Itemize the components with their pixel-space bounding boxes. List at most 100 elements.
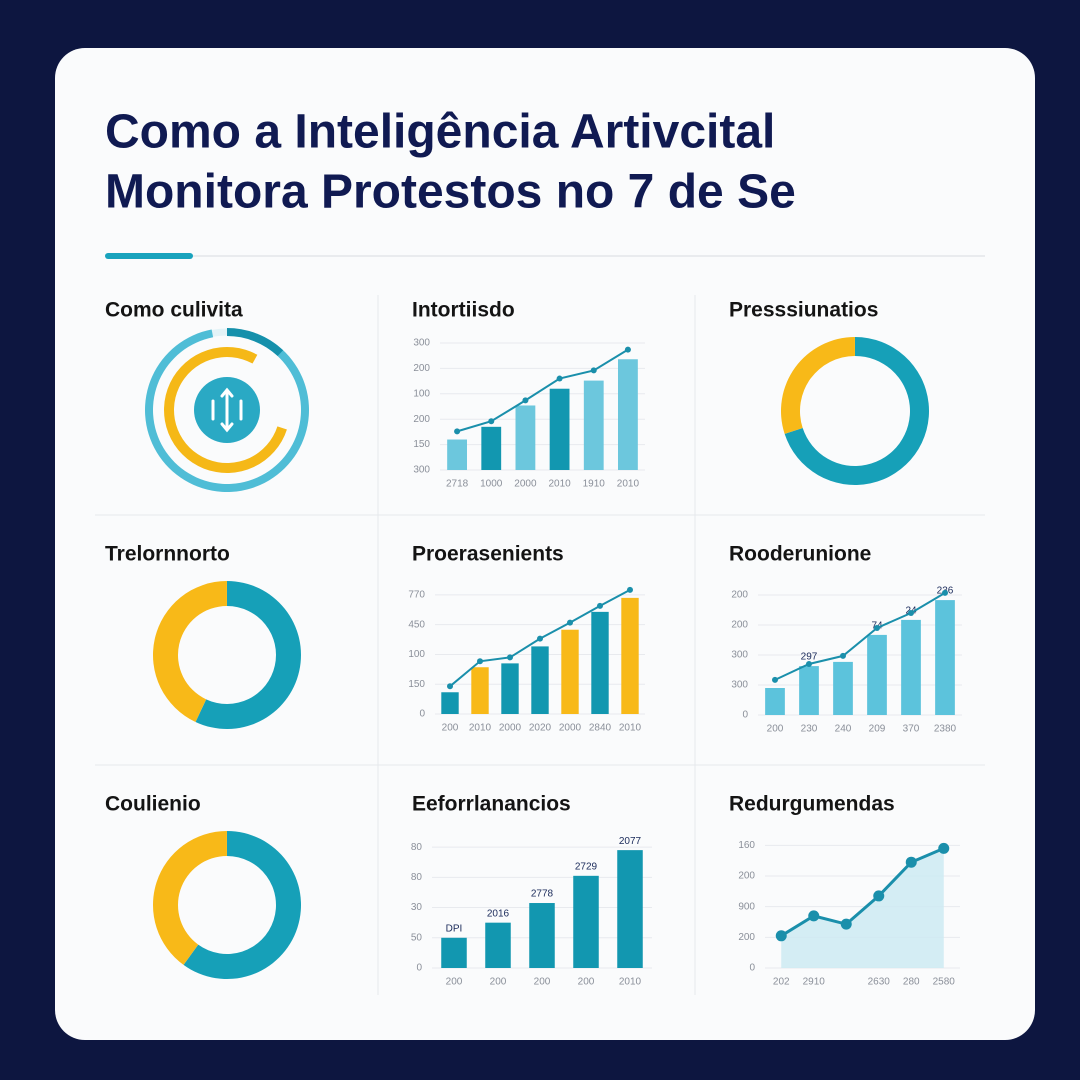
y-tick-label: 0	[416, 963, 422, 974]
bar	[441, 692, 459, 714]
x-tick-label: 2000	[499, 723, 522, 734]
bar	[935, 600, 955, 715]
y-tick-label: 100	[408, 649, 425, 660]
point	[908, 610, 914, 616]
bar	[573, 875, 599, 968]
point	[772, 676, 778, 683]
x-tick-label: 200	[578, 977, 595, 988]
y-tick-label: 100	[413, 388, 430, 399]
point	[942, 589, 948, 596]
card	[55, 48, 1035, 1040]
bar	[833, 661, 853, 715]
bar	[447, 439, 467, 470]
point	[873, 890, 885, 902]
x-tick-label: 200	[446, 977, 463, 988]
title-line: Como a Inteligência Artivcital	[105, 106, 775, 159]
point	[938, 842, 950, 854]
bar	[441, 937, 467, 968]
y-tick-label: 200	[738, 871, 755, 882]
x-tick-label: 230	[801, 724, 818, 735]
bar	[867, 634, 887, 715]
point	[477, 658, 483, 665]
point	[590, 367, 597, 374]
bar	[515, 405, 536, 470]
point	[567, 619, 573, 626]
panel-title: Coulienio	[105, 793, 201, 816]
y-tick-label: 160	[738, 840, 755, 851]
line	[456, 348, 629, 433]
bar	[621, 597, 639, 714]
x-tick-label: 2000	[514, 479, 537, 490]
x-tick-label: 2000	[559, 723, 582, 734]
point	[447, 683, 453, 690]
y-tick-label: 0	[742, 710, 748, 721]
y-tick-label: 80	[411, 872, 423, 883]
bar	[617, 850, 643, 968]
y-tick-label: 150	[413, 439, 430, 450]
bar	[618, 359, 638, 470]
point	[556, 375, 563, 382]
x-tick-label: 280	[903, 977, 920, 988]
value-label: 2778	[531, 889, 554, 900]
point	[507, 654, 513, 661]
x-tick-label: 2580	[933, 977, 956, 988]
panel-title: Proerasenients	[412, 543, 564, 566]
bar	[481, 426, 502, 470]
x-tick-label: 200	[442, 723, 459, 734]
donut-segment	[152, 581, 227, 722]
title-line: Monitora Protestos no 7 de Se	[105, 166, 796, 219]
y-tick-label: 200	[413, 414, 430, 425]
panel-title: Presssiunatios	[729, 299, 878, 322]
point	[775, 930, 787, 942]
panel-title: Redurgumendas	[729, 793, 895, 816]
point	[806, 661, 812, 667]
x-tick-label: 2020	[529, 723, 552, 734]
y-tick-label: 770	[408, 590, 425, 601]
y-tick-label: 80	[411, 842, 423, 853]
value-label: 2016	[487, 908, 510, 919]
x-tick-label: 2010	[469, 723, 492, 734]
y-tick-label: 900	[738, 901, 755, 912]
line	[780, 847, 945, 938]
donut-segment	[195, 581, 301, 729]
value-label: 2077	[619, 836, 642, 847]
panel-title: Eeforrlanancios	[412, 793, 571, 816]
point	[537, 635, 543, 642]
bar	[799, 666, 819, 715]
line	[774, 592, 946, 681]
x-tick-label: 209	[869, 724, 886, 735]
y-tick-label: 0	[419, 709, 425, 720]
bar	[471, 667, 489, 714]
y-tick-label: 0	[749, 963, 755, 974]
y-tick-label: 200	[731, 590, 748, 601]
bar	[561, 629, 579, 714]
x-tick-label: 202	[773, 977, 790, 988]
y-tick-label: 200	[738, 932, 755, 943]
point	[597, 602, 603, 609]
bar	[765, 688, 785, 715]
x-tick-label: 200	[490, 977, 507, 988]
panel-title: Rooderunione	[729, 543, 871, 566]
y-tick-label: 200	[413, 363, 430, 374]
bar	[583, 380, 604, 470]
point	[488, 418, 495, 425]
y-tick-label: 200	[731, 620, 748, 631]
y-tick-label: 30	[411, 902, 423, 913]
value-label: DPI	[446, 923, 463, 934]
x-tick-label: 2718	[446, 479, 469, 490]
point	[874, 625, 880, 631]
x-tick-label: 1000	[480, 479, 503, 490]
x-tick-label: 2840	[589, 723, 612, 734]
y-tick-label: 300	[731, 650, 748, 661]
x-tick-label: 240	[835, 724, 852, 735]
donut-segment	[780, 337, 855, 434]
bar	[531, 646, 549, 714]
bar	[549, 388, 570, 470]
y-tick-label: 50	[411, 932, 423, 943]
x-tick-label: 200	[767, 724, 784, 735]
point	[627, 586, 633, 593]
y-tick-label: 300	[413, 465, 430, 476]
point	[624, 346, 631, 353]
y-tick-label: 450	[408, 619, 425, 630]
